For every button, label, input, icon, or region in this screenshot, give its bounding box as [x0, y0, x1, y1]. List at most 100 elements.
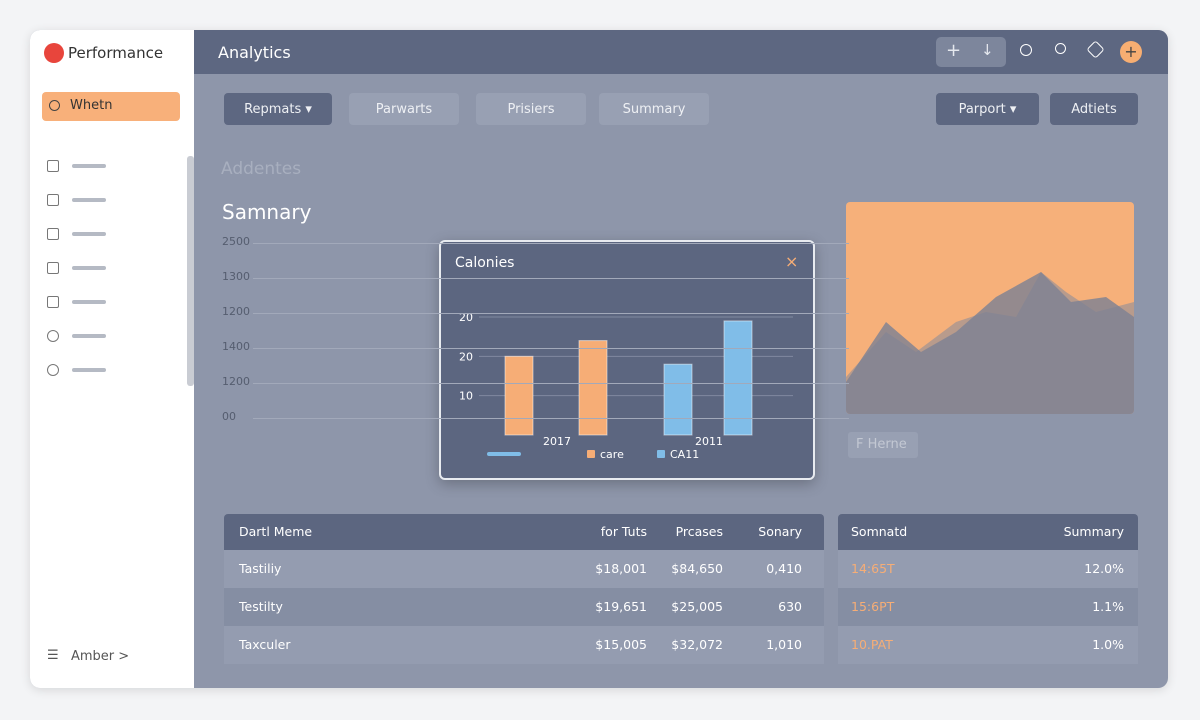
legend-swatch	[657, 450, 665, 458]
table-row	[224, 550, 824, 588]
y-tick-label: 20	[459, 311, 473, 324]
toolbar-button[interactable]: Parwarts	[349, 93, 459, 125]
table-cell: 1.1%	[1092, 599, 1124, 614]
logo	[44, 43, 64, 63]
grid-line	[253, 383, 849, 384]
grid-line	[253, 278, 849, 279]
search-icon	[49, 100, 60, 111]
table-cell: Tastiliy	[239, 561, 282, 576]
search[interactable]: Whetn	[42, 92, 180, 121]
search-icon[interactable]	[1020, 44, 1032, 56]
create-button[interactable]: +	[1120, 41, 1142, 63]
link-icon[interactable]	[1086, 40, 1105, 59]
preview-graphic	[846, 272, 1134, 414]
toolbar-button[interactable]: Summary	[599, 93, 709, 125]
table-cell: 630	[778, 599, 802, 614]
y-tick-label: 20	[459, 350, 473, 363]
table-cell: $18,001	[595, 561, 647, 576]
caption: Addentes	[221, 159, 302, 179]
table-cell: 10.PAT	[851, 637, 893, 652]
bar	[504, 355, 534, 436]
axis-label: 1200	[222, 375, 250, 388]
nav-item	[72, 266, 106, 270]
grid-line	[253, 348, 849, 349]
y-tick-label: 10	[459, 390, 473, 403]
grid-line	[253, 243, 849, 244]
bar	[578, 340, 608, 436]
brand: Performance	[68, 44, 164, 62]
close-button[interactable]: ×	[785, 252, 799, 271]
heading: Samnary	[222, 200, 312, 224]
table-cell: Summary	[1063, 524, 1124, 539]
preview-button[interactable]: F Herne	[848, 432, 918, 458]
axis-label: 00	[222, 410, 236, 423]
nav-icon[interactable]	[47, 296, 59, 308]
nav-icon[interactable]	[47, 194, 59, 206]
sidebar: Performance Whetn ☰ Amber >	[30, 30, 194, 688]
nav-icon[interactable]	[47, 228, 59, 240]
legend-label: care	[600, 448, 624, 461]
table-cell: Sonary	[758, 524, 802, 539]
user-icon[interactable]	[1055, 43, 1066, 54]
table-row	[838, 626, 1138, 664]
table-cell: 1.0%	[1092, 637, 1124, 652]
axis-label: 1400	[222, 340, 250, 353]
table-cell: Testilty	[239, 599, 283, 614]
legend-swatch	[587, 450, 595, 458]
action-group[interactable]	[936, 37, 1006, 67]
table-cell: Dartl Meme	[239, 524, 313, 539]
table-row	[838, 588, 1138, 626]
nav-item	[72, 232, 106, 236]
nav-item	[72, 164, 106, 168]
table-row	[224, 588, 824, 626]
table-cell: $84,650	[671, 561, 723, 576]
legend-label: CA11	[670, 448, 699, 461]
nav-item	[72, 198, 106, 202]
x-tick-label: 2011	[695, 435, 723, 448]
nav-item	[72, 300, 106, 304]
modal-title: Calonies	[455, 255, 515, 271]
topbar: Analytics + ↓ +	[194, 30, 1168, 74]
axis-label: 1200	[222, 305, 250, 318]
menu-icon[interactable]: ☰	[47, 648, 59, 663]
table-row	[838, 550, 1138, 588]
table-cell: $19,651	[595, 599, 647, 614]
table-cell: 0,410	[766, 561, 802, 576]
nav-icon[interactable]	[47, 330, 59, 342]
table-cell: $15,005	[595, 637, 647, 652]
table-cell: 1,010	[766, 637, 802, 652]
preview-shape	[846, 272, 1134, 414]
toolbar-button[interactable]: Prisiers	[476, 93, 586, 125]
table-row	[224, 626, 824, 664]
legend-line	[487, 452, 521, 456]
toolbar-button[interactable]: Repmats ▾	[224, 93, 332, 125]
bar	[723, 320, 753, 436]
axis-label: 2500	[222, 235, 250, 248]
toolbar-button[interactable]: Adtiets	[1050, 93, 1138, 125]
table-cell: 14:65T	[851, 561, 895, 576]
table-header-bg	[838, 514, 1138, 550]
nav-item	[72, 334, 106, 338]
preview-panel	[846, 202, 1134, 414]
scrollbar	[187, 156, 194, 386]
download-icon[interactable]: ↓	[981, 41, 994, 59]
nav-icon[interactable]	[47, 160, 59, 172]
table-cell: for Tuts	[600, 524, 647, 539]
modal-chart: 20 20 10 2017 2011 care CA11	[459, 311, 793, 461]
toolbar-button[interactable]: Parport ▾	[936, 93, 1039, 125]
user-link[interactable]: Amber >	[71, 649, 130, 664]
table-cell: 15:6PT	[851, 599, 895, 614]
table-cell: $32,072	[671, 637, 723, 652]
table-cell: Taxculer	[239, 637, 291, 652]
table-cell: Somnatd	[851, 524, 908, 539]
table-cell: 12.0%	[1084, 561, 1124, 576]
table-cell: Prcases	[675, 524, 723, 539]
add-icon[interactable]: +	[946, 40, 962, 61]
nav-icon[interactable]	[47, 262, 59, 274]
grid-line	[253, 313, 849, 314]
x-tick-label: 2017	[543, 435, 571, 448]
nav-icon[interactable]	[47, 364, 59, 376]
table-cell: $25,005	[671, 599, 723, 614]
axis-label: 1300	[222, 270, 250, 283]
